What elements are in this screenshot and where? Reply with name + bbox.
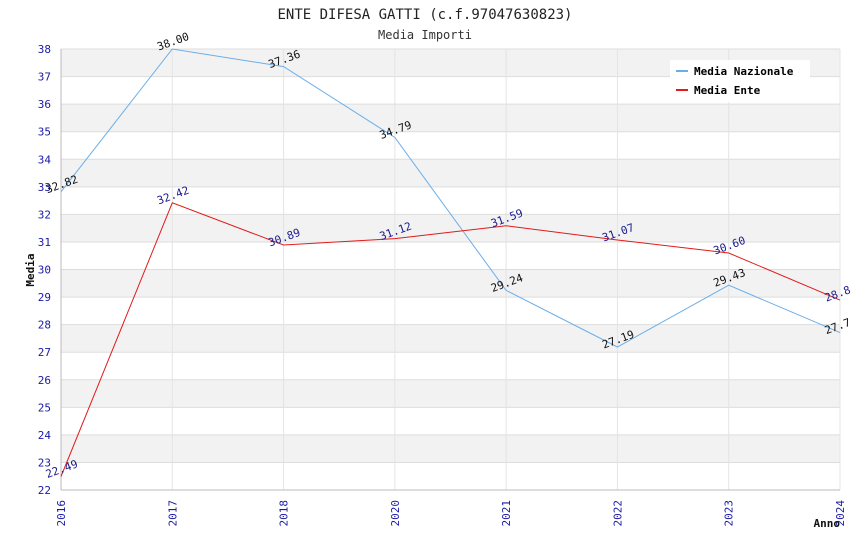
grid-band bbox=[61, 379, 840, 408]
y-tick-label: 22 bbox=[38, 484, 51, 497]
legend-box bbox=[670, 60, 810, 102]
y-tick-label: 37 bbox=[38, 71, 51, 84]
y-tick-label: 30 bbox=[38, 264, 51, 277]
grid-band bbox=[61, 214, 840, 242]
grid-band bbox=[61, 434, 840, 463]
y-axis-label: Media bbox=[24, 253, 37, 286]
grid-band bbox=[61, 324, 840, 353]
y-tick-label: 26 bbox=[38, 374, 51, 387]
y-tick-label: 31 bbox=[38, 236, 51, 249]
chart-subtitle: Media Importi bbox=[378, 28, 472, 42]
chart-title: ENTE DIFESA GATTI (c.f.97047630823) bbox=[277, 7, 572, 23]
x-tick-label: 2021 bbox=[500, 500, 513, 527]
legend-label: Media Ente bbox=[694, 84, 761, 97]
grid-band bbox=[61, 159, 840, 187]
series-line-media-nazionale bbox=[60, 48, 841, 348]
x-tick-label: 2018 bbox=[278, 500, 291, 527]
y-tick-label: 34 bbox=[38, 153, 52, 166]
x-tick-label: 2017 bbox=[166, 500, 179, 527]
y-tick-label: 35 bbox=[38, 126, 51, 139]
x-tick-label: 2023 bbox=[723, 500, 736, 527]
y-tick-label: 24 bbox=[38, 429, 52, 442]
series-line-media-ente bbox=[60, 202, 841, 477]
y-tick-label: 25 bbox=[38, 401, 51, 414]
chart-legend: Media Nazionale Media Ente bbox=[670, 60, 810, 102]
x-axis-label: Anno bbox=[814, 517, 841, 530]
y-tick-label: 27 bbox=[38, 346, 51, 359]
y-tick-label: 29 bbox=[38, 291, 51, 304]
legend-label: Media Nazionale bbox=[694, 65, 794, 78]
y-tick-label: 36 bbox=[38, 98, 51, 111]
grid-band bbox=[61, 104, 840, 132]
y-tick-label: 33 bbox=[38, 181, 51, 194]
y-tick-label: 32 bbox=[38, 208, 51, 221]
y-tick-label: 23 bbox=[38, 456, 51, 469]
x-tick-label: 2016 bbox=[55, 500, 68, 527]
x-tick-label: 2022 bbox=[611, 500, 624, 527]
x-tick-label: 2020 bbox=[389, 500, 402, 527]
grid-band bbox=[61, 269, 840, 298]
y-tick-label: 28 bbox=[38, 319, 51, 332]
x-tick-label: 2024 bbox=[834, 500, 847, 527]
y-tick-label: 38 bbox=[38, 43, 51, 56]
